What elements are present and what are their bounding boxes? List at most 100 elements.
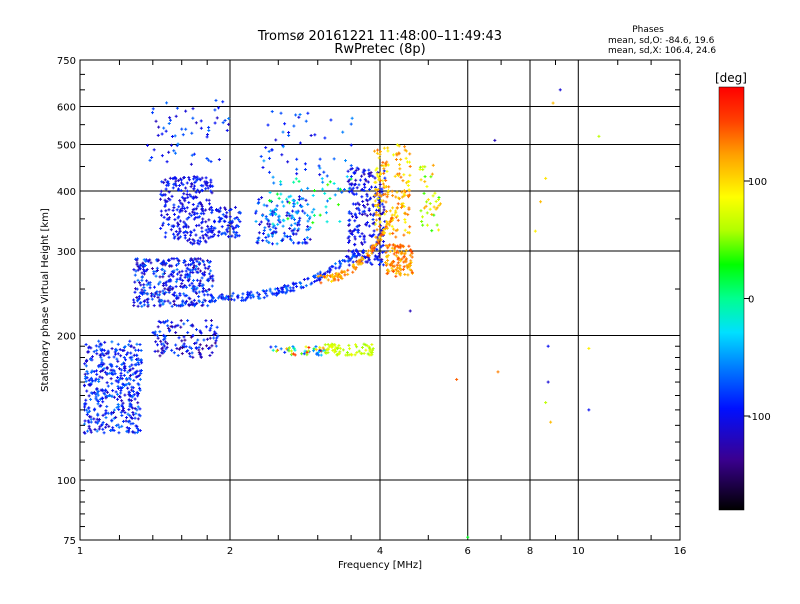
data-point xyxy=(292,352,296,356)
data-point xyxy=(106,349,110,353)
data-point xyxy=(88,409,92,413)
data-point xyxy=(381,250,385,254)
data-point xyxy=(335,353,339,357)
data-point xyxy=(153,349,157,353)
data-point xyxy=(312,213,316,217)
data-point xyxy=(96,402,100,406)
data-point xyxy=(173,291,177,295)
data-point xyxy=(189,346,193,350)
data-point xyxy=(182,292,186,296)
data-point xyxy=(180,202,184,206)
data-point xyxy=(396,202,400,206)
data-point xyxy=(408,193,412,197)
data-point xyxy=(270,110,274,114)
data-point xyxy=(83,375,87,379)
data-point xyxy=(398,258,402,262)
data-point xyxy=(410,255,414,259)
data-point xyxy=(367,174,371,178)
data-point xyxy=(163,203,167,207)
data-point xyxy=(396,266,400,270)
data-point xyxy=(265,294,269,298)
data-point xyxy=(423,175,427,179)
data-point xyxy=(135,353,139,357)
data-point xyxy=(108,371,112,375)
data-point xyxy=(333,262,337,266)
data-point xyxy=(181,299,185,303)
data-point xyxy=(180,282,184,286)
data-point xyxy=(156,293,160,297)
data-point xyxy=(179,178,183,182)
data-point xyxy=(159,189,163,193)
data-point xyxy=(195,278,199,282)
data-point xyxy=(108,394,112,398)
data-point xyxy=(170,224,174,228)
data-point xyxy=(146,304,150,308)
data-point xyxy=(174,179,178,183)
data-point xyxy=(361,248,365,252)
data-point xyxy=(375,166,379,170)
data-point xyxy=(299,188,303,192)
data-point xyxy=(189,195,193,199)
data-point xyxy=(135,299,139,303)
data-point xyxy=(254,209,258,213)
data-point xyxy=(352,192,356,196)
data-point xyxy=(207,218,211,222)
data-point xyxy=(175,347,179,351)
data-point xyxy=(131,367,135,371)
data-point xyxy=(158,300,162,304)
data-point xyxy=(264,291,268,295)
data-point xyxy=(279,286,283,290)
data-point xyxy=(92,370,96,374)
data-point xyxy=(105,423,109,427)
data-point xyxy=(136,382,140,386)
data-point xyxy=(121,401,125,405)
data-point xyxy=(395,228,399,232)
x-tick-label: 16 xyxy=(674,546,687,557)
data-point xyxy=(406,264,410,268)
data-point xyxy=(165,212,169,216)
data-point xyxy=(358,178,362,182)
data-point xyxy=(388,249,392,253)
data-point xyxy=(84,343,88,347)
data-point xyxy=(386,146,390,150)
data-point xyxy=(200,230,204,234)
data-point xyxy=(374,243,378,247)
data-point xyxy=(397,152,401,156)
data-point xyxy=(300,352,304,356)
data-point xyxy=(197,283,201,287)
data-point xyxy=(83,372,87,376)
data-point xyxy=(402,173,406,177)
data-point xyxy=(136,405,140,409)
data-point xyxy=(431,194,435,198)
data-point xyxy=(195,177,199,181)
data-point xyxy=(394,195,398,199)
data-point xyxy=(124,419,128,423)
data-point xyxy=(160,298,164,302)
data-point xyxy=(587,408,591,412)
data-point xyxy=(156,349,160,353)
data-point xyxy=(330,274,334,278)
data-point xyxy=(361,170,365,174)
data-point xyxy=(149,294,153,298)
data-point xyxy=(366,199,370,203)
data-point xyxy=(291,209,295,213)
data-point xyxy=(193,285,197,289)
data-point xyxy=(190,323,194,327)
data-point xyxy=(123,369,127,373)
data-point xyxy=(161,272,165,276)
data-point xyxy=(97,379,101,383)
data-point xyxy=(392,252,396,256)
data-point xyxy=(348,258,352,262)
data-point xyxy=(382,193,386,197)
data-point xyxy=(207,202,211,206)
data-point xyxy=(325,220,329,224)
data-point xyxy=(207,236,211,240)
data-point xyxy=(408,253,412,257)
x-tick-label: 2 xyxy=(227,546,233,557)
data-point xyxy=(211,279,215,283)
data-point xyxy=(276,286,280,290)
data-point xyxy=(136,417,140,421)
data-point xyxy=(173,212,177,216)
data-point xyxy=(127,427,131,431)
data-point xyxy=(83,419,87,423)
